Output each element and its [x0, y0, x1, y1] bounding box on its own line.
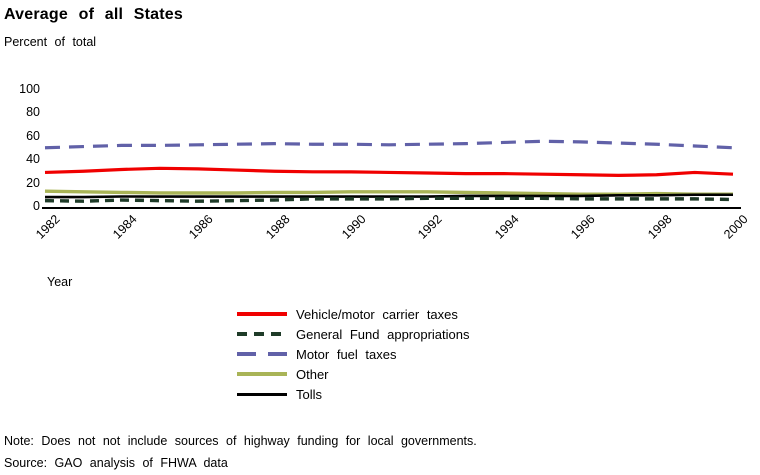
legend-label: General Fund appropriations — [296, 326, 470, 342]
y-tick-label: 100 — [19, 81, 40, 96]
series-line-4 — [45, 193, 733, 199]
y-axis-caption: Percent of total — [4, 35, 97, 49]
y-tick-label: 80 — [26, 105, 40, 119]
legend-line-sample-other — [237, 372, 287, 376]
legend-item: Motor fuel taxes — [237, 344, 470, 364]
legend-label: Tolls — [296, 386, 323, 402]
legend-label: Other — [296, 366, 329, 382]
series-line-2 — [44, 139, 734, 150]
series-line-0 — [44, 166, 734, 177]
chart-title: Average of all States — [4, 6, 184, 23]
x-axis-title: Year — [47, 275, 73, 289]
legend-item: Tolls — [237, 384, 470, 404]
legend: Vehicle/motor carrier taxes General Fund… — [237, 304, 470, 404]
legend-line-sample-tolls — [237, 392, 287, 396]
legend-label: Motor fuel taxes — [296, 346, 397, 362]
source-text: Source: GAO analysis of FHWA data — [4, 456, 228, 470]
y-tick-label: 40 — [26, 152, 40, 166]
y-tick-label: 60 — [26, 128, 40, 143]
y-axis-tick-labels: 0 20 40 60 80 100 — [0, 0, 40, 260]
y-tick-label: 20 — [26, 175, 40, 190]
note-text: Note: Does not not include sources of hi… — [4, 434, 477, 448]
legend-line-sample-vehicle-taxes — [237, 312, 287, 316]
legend-label: Vehicle/motor carrier taxes — [296, 306, 458, 322]
legend-item: Vehicle/motor carrier taxes — [237, 304, 470, 324]
plot-area — [42, 139, 741, 209]
legend-line-sample-motor-fuel — [237, 352, 287, 356]
series-line-3 — [44, 189, 733, 196]
legend-line-sample-general-fund — [237, 332, 287, 336]
legend-item: General Fund appropriations — [237, 324, 470, 344]
legend-item: Other — [237, 364, 470, 384]
series-line-1 — [44, 196, 734, 203]
y-tick-label: 0 — [33, 199, 40, 213]
